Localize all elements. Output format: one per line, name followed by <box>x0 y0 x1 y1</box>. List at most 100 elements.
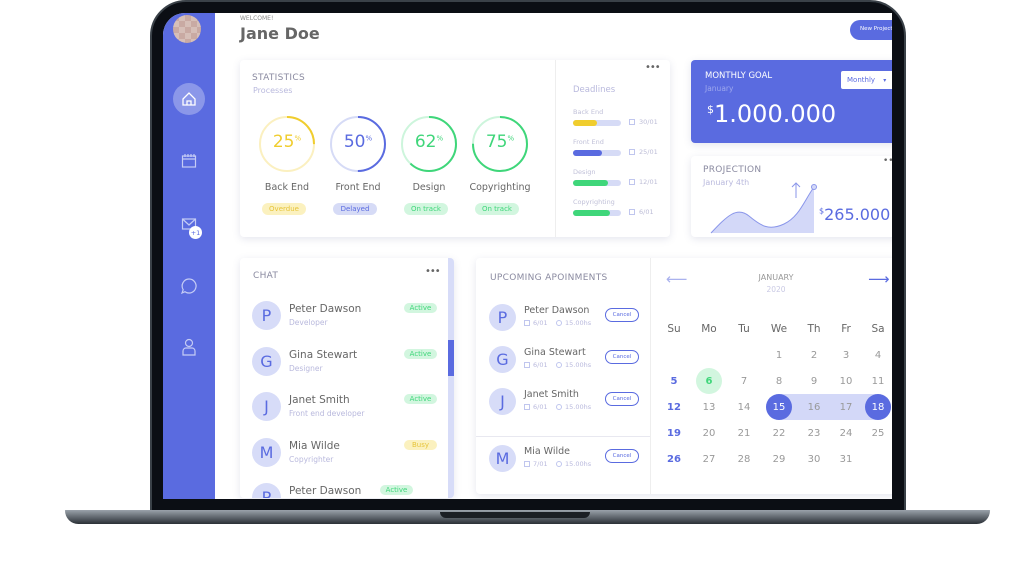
status-badge: On track <box>404 203 448 215</box>
process-label: Front End <box>335 182 381 193</box>
ring-fill <box>330 116 386 172</box>
calendar-day[interactable]: 6 <box>696 368 722 394</box>
calendar-day[interactable]: 16 <box>807 401 821 413</box>
contact-name: Peter Dawson <box>524 305 590 316</box>
calendar-day[interactable]: 7 <box>740 375 748 387</box>
avatar: G <box>252 346 281 376</box>
projection-amount: $265.000 <box>819 205 890 224</box>
deadline-progress-fill <box>573 210 611 216</box>
user-icon <box>182 338 196 356</box>
deadline-label: Design <box>573 168 596 176</box>
projection-title: PROJECTION <box>703 165 762 175</box>
calendar-day[interactable]: 4 <box>874 349 882 361</box>
calendar-day[interactable]: 28 <box>737 453 751 465</box>
calendar-month: JANUARY <box>758 273 794 282</box>
sidebar-item-calendar[interactable] <box>173 145 205 177</box>
deadline-date: 30/01 <box>639 118 658 126</box>
calendar-day[interactable]: 9 <box>810 375 818 387</box>
deadline-progress-bar <box>573 120 621 126</box>
contact-name: Gina Stewart <box>524 347 586 358</box>
calendar-day[interactable]: 21 <box>737 427 751 439</box>
cancel-button[interactable]: Cancel <box>605 308 639 322</box>
calendar-day[interactable]: 23 <box>807 427 821 439</box>
ring-value: 25% <box>258 132 316 152</box>
calendar-day[interactable]: 11 <box>871 375 885 387</box>
appointment-item: G Gina Stewart 6/01 15.00hs Cancel <box>476 346 650 376</box>
calendar-day[interactable]: 26 <box>667 453 681 465</box>
more-options-icon[interactable]: ••• <box>645 62 661 73</box>
user-avatar[interactable] <box>173 15 201 43</box>
calendar-day[interactable]: 1 <box>775 349 783 361</box>
calendar-day[interactable]: 29 <box>772 453 786 465</box>
chat-contact[interactable]: G Gina Stewart Designer Active <box>240 346 445 387</box>
chat-bubble-icon <box>180 278 197 295</box>
appointment-item: M Mia Wilde 7/01 15.00hs Cancel <box>476 445 650 475</box>
calendar-day[interactable]: 10 <box>839 375 853 387</box>
calendar-day[interactable]: 15 <box>766 394 792 420</box>
value-number: 62 <box>414 132 437 152</box>
value-number: 50 <box>343 132 366 152</box>
status-badge: Active <box>404 303 437 313</box>
chat-contact[interactable]: P Peter Dawson Active <box>240 483 445 498</box>
calendar-day[interactable]: 13 <box>702 401 716 413</box>
calendar-day[interactable]: 20 <box>702 427 716 439</box>
currency-symbol: $ <box>707 103 714 116</box>
calendar-day[interactable]: 12 <box>667 401 681 413</box>
more-options-icon[interactable]: •• <box>883 156 892 166</box>
calendar-day[interactable]: 31 <box>839 453 853 465</box>
process-label: Back End <box>264 182 310 193</box>
sidebar-item-home[interactable] <box>173 83 205 115</box>
appointment-time: 15.00hs <box>565 403 592 411</box>
value-unit: % <box>436 134 444 143</box>
next-month-arrow-icon[interactable]: ⟶ <box>868 270 890 288</box>
calendar-icon <box>629 149 635 155</box>
sidebar-item-mail[interactable]: +1 <box>173 208 205 240</box>
appointments-card: UPCOMING APOINMENTS P Peter Dawson 6/01 15.… <box>476 258 892 494</box>
calendar-day[interactable]: 8 <box>775 375 783 387</box>
process-label: Copyrighting <box>469 182 531 193</box>
new-project-button[interactable]: New Project <box>850 20 892 40</box>
avatar: M <box>252 437 281 467</box>
statistics-title: STATISTICS <box>252 73 305 83</box>
calendar-day[interactable]: 24 <box>839 427 853 439</box>
avatar: J <box>252 392 281 421</box>
status-badge: Overdue <box>262 203 306 215</box>
card-divider <box>555 60 556 237</box>
chat-contact[interactable]: J Janet Smith Front end developer Active <box>240 392 445 432</box>
clock-icon <box>556 320 562 326</box>
calendar-day[interactable]: 14 <box>737 401 751 413</box>
weekday-label: Mo <box>701 323 717 335</box>
calendar-day[interactable]: 22 <box>772 427 786 439</box>
calendar-day[interactable]: 17 <box>839 401 853 413</box>
prev-month-arrow-icon[interactable]: ⟵ <box>666 270 688 288</box>
calendar-day[interactable]: 25 <box>871 427 885 439</box>
contact-name: Mia Wilde <box>289 439 340 452</box>
progress-ring <box>401 116 457 172</box>
cancel-button[interactable]: Cancel <box>605 350 639 364</box>
contact-name: Janet Smith <box>289 394 350 406</box>
welcome-label: WELCOME! <box>240 15 274 22</box>
calendar-day[interactable]: 5 <box>670 375 678 387</box>
monthly-goal-amount: $1.000.000 <box>707 100 836 128</box>
calendar-day[interactable]: 2 <box>810 349 818 361</box>
period-select[interactable]: Monthly ▾ <box>841 71 892 89</box>
status-badge: Delayed <box>333 203 377 215</box>
progress-ring <box>259 116 315 172</box>
calendar-day[interactable]: 19 <box>667 427 681 439</box>
chat-contact[interactable]: M Mia Wilde Copyrighter Busy <box>240 437 445 478</box>
chat-contact[interactable]: P Peter Dawson Developer Active <box>240 301 445 341</box>
sidebar-item-chat[interactable] <box>173 270 205 302</box>
cancel-button[interactable]: Cancel <box>605 392 639 406</box>
sidebar-item-profile[interactable] <box>173 331 205 363</box>
calendar-day[interactable]: 3 <box>842 349 850 361</box>
more-options-icon[interactable]: ••• <box>425 266 441 277</box>
chat-scrollbar-thumb[interactable] <box>448 340 454 376</box>
calendar-day[interactable]: 27 <box>702 453 716 465</box>
calendar-icon <box>524 362 530 368</box>
chat-scrollbar-track[interactable] <box>448 258 454 498</box>
avatar: P <box>489 304 516 331</box>
status-badge: Active <box>380 485 413 495</box>
cancel-button[interactable]: Cancel <box>605 449 639 463</box>
calendar-day[interactable]: 30 <box>807 453 821 465</box>
calendar-day[interactable]: 18 <box>865 394 891 420</box>
